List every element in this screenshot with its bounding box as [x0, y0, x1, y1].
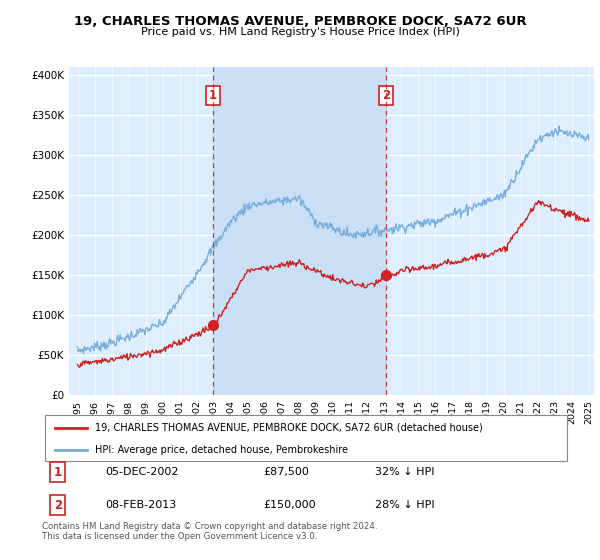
Text: £150,000: £150,000 [264, 500, 316, 510]
Text: 19, CHARLES THOMAS AVENUE, PEMBROKE DOCK, SA72 6UR: 19, CHARLES THOMAS AVENUE, PEMBROKE DOCK… [74, 15, 526, 28]
Text: 28% ↓ HPI: 28% ↓ HPI [374, 500, 434, 510]
Text: 1: 1 [208, 88, 217, 102]
Text: HPI: Average price, detached house, Pembrokeshire: HPI: Average price, detached house, Pemb… [95, 445, 348, 455]
Bar [212, 67, 386, 395]
Text: 05-DEC-2002: 05-DEC-2002 [106, 467, 179, 477]
Text: £87,500: £87,500 [264, 467, 310, 477]
Text: 1: 1 [54, 465, 62, 479]
Text: 08-FEB-2013: 08-FEB-2013 [106, 500, 176, 510]
Text: 19, CHARLES THOMAS AVENUE, PEMBROKE DOCK, SA72 6UR (detached house): 19, CHARLES THOMAS AVENUE, PEMBROKE DOCK… [95, 423, 482, 433]
FancyBboxPatch shape [44, 416, 568, 461]
Text: Contains HM Land Registry data © Crown copyright and database right 2024.
This d: Contains HM Land Registry data © Crown c… [42, 522, 377, 542]
Text: 2: 2 [54, 498, 62, 512]
Text: 2: 2 [382, 88, 390, 102]
Text: Price paid vs. HM Land Registry's House Price Index (HPI): Price paid vs. HM Land Registry's House … [140, 27, 460, 37]
Text: 32% ↓ HPI: 32% ↓ HPI [374, 467, 434, 477]
